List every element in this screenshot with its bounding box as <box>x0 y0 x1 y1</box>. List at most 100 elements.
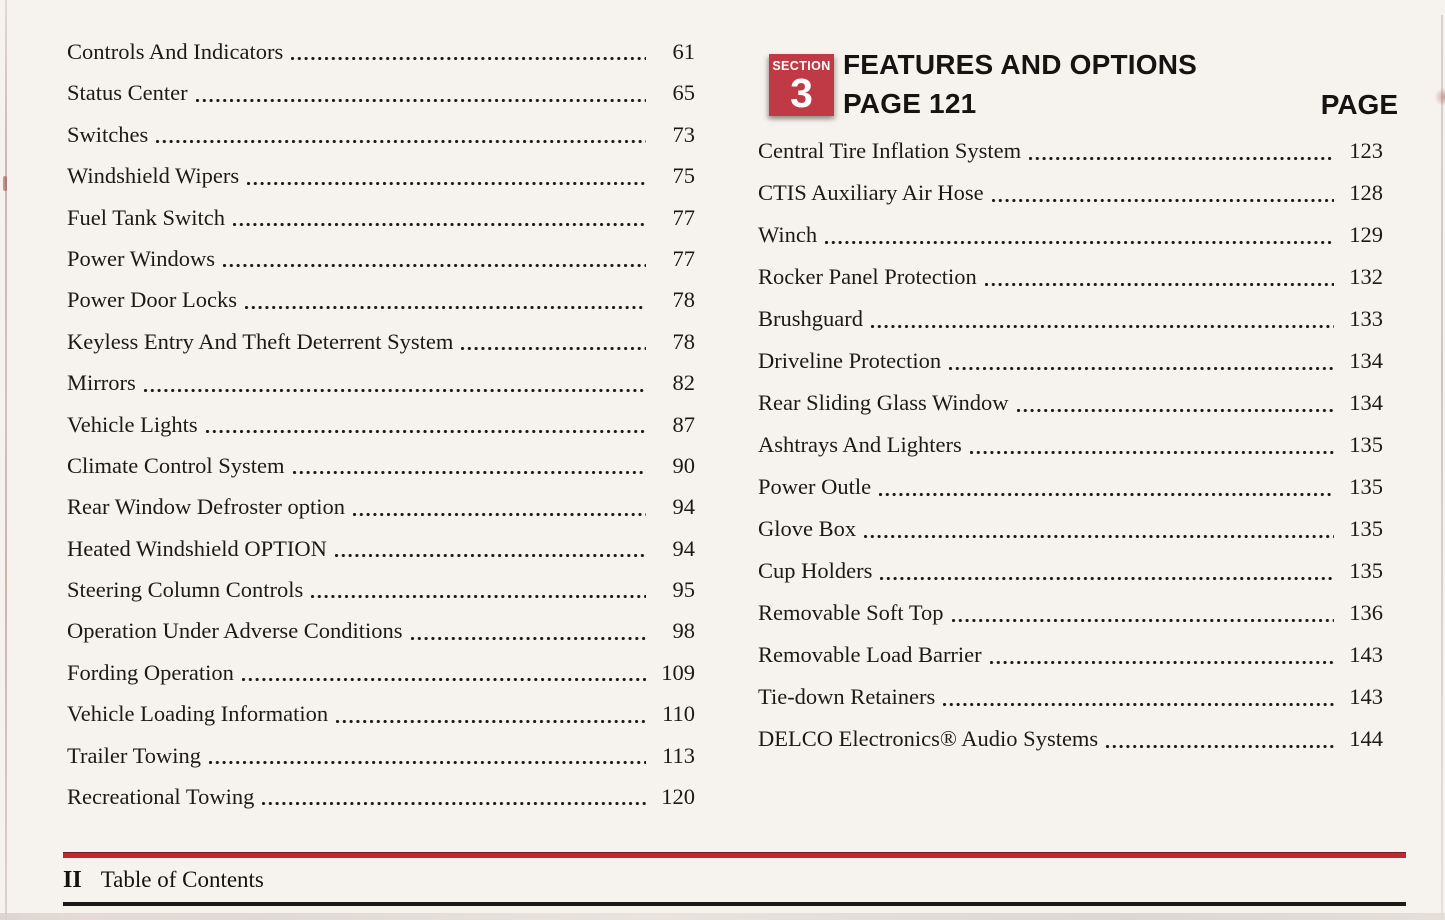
toc-entry-title: Mirrors <box>67 370 136 396</box>
toc-entry-title: Brushguard <box>758 306 863 331</box>
toc-entry-page: 77 <box>672 204 696 230</box>
dot-leader <box>244 305 646 309</box>
toc-entry-title: Recreational Towing <box>67 784 255 810</box>
dot-leader <box>951 619 1334 622</box>
toc-entry-page: 113 <box>662 742 695 768</box>
toc-entry-page: 73 <box>672 121 696 147</box>
footer-page-number: II <box>63 867 82 893</box>
dot-leader <box>943 703 1334 706</box>
toc-entry-title: Vehicle Loading Information <box>67 701 329 727</box>
section-badge: SECTION 3 <box>769 54 834 116</box>
page-column-header: PAGE <box>1320 89 1398 120</box>
page-edge-line-left <box>5 0 7 920</box>
dot-leader <box>880 577 1334 580</box>
toc-entry-title: Fording Operation <box>67 659 234 685</box>
dot-leader <box>336 719 646 723</box>
toc-entry: Climate Control System 90 <box>67 445 695 486</box>
toc-entry-title: Status Center <box>67 80 188 106</box>
toc-entry: Rear Sliding Glass Window 134 <box>758 382 1383 424</box>
dot-leader <box>949 367 1334 370</box>
scan-edge-bottom <box>0 913 1445 920</box>
toc-entry: Vehicle Loading Information 110 <box>67 693 695 734</box>
dot-leader <box>1016 409 1334 412</box>
dot-leader <box>292 471 646 475</box>
footer-rule-black <box>63 902 1406 906</box>
toc-entry: Windshield Wipers 75 <box>67 155 695 196</box>
dot-leader <box>241 678 646 682</box>
toc-entry-title: Tie-down Retainers <box>758 684 936 709</box>
section-title: FEATURES AND OPTIONS <box>843 49 1198 80</box>
toc-entry-title: Switches <box>67 121 149 147</box>
toc-entry-title: Vehicle Lights <box>67 411 198 437</box>
footer-text: II Table of Contents <box>63 866 1406 894</box>
toc-entry: Power Outle 135 <box>758 466 1383 508</box>
dot-leader <box>291 57 646 61</box>
dot-leader <box>262 802 646 806</box>
toc-entry-title: Operation Under Adverse Conditions <box>67 618 403 644</box>
toc-entry: Recreational Towing 120 <box>67 776 695 817</box>
section-header: SECTION 3 FEATURES AND OPTIONS PAGE 121 … <box>758 45 1398 129</box>
toc-entry-title: Rear Window Defroster option <box>67 494 345 520</box>
dot-leader <box>1029 157 1334 160</box>
dot-leader <box>311 595 646 599</box>
toc-entry: Rear Window Defroster option 94 <box>67 486 695 527</box>
toc-entry-page: 136 <box>1349 600 1383 625</box>
toc-entry: Driveline Protection 134 <box>758 340 1383 382</box>
toc-entry-page: 134 <box>1349 348 1383 373</box>
section-badge-number: 3 <box>790 69 813 116</box>
dot-leader <box>195 98 646 102</box>
toc-entry: DELCO Electronics® Audio Systems 144 <box>758 718 1383 760</box>
toc-entry-title: Cup Holders <box>758 558 873 583</box>
dot-leader <box>991 199 1334 202</box>
toc-entry-title: Winch <box>758 222 818 247</box>
dot-leader <box>223 264 646 268</box>
dot-leader <box>461 347 646 351</box>
toc-entry: Rocker Panel Protection 132 <box>758 256 1383 298</box>
toc-entry-title: Controls And Indicators <box>67 39 284 64</box>
toc-entry-title: Power Door Locks <box>67 287 237 313</box>
toc-entry-title: Keyless Entry And Theft Deterrent System <box>67 328 454 354</box>
dot-leader <box>825 241 1334 244</box>
toc-entry-page: 78 <box>672 328 696 354</box>
toc-entry-title: Rocker Panel Protection <box>758 264 977 289</box>
toc-entry: Fording Operation 109 <box>67 652 695 693</box>
toc-entry-page: 135 <box>1349 474 1383 499</box>
toc-entry: Heated Windshield OPTION 94 <box>67 528 695 569</box>
toc-entry-page: 133 <box>1349 306 1383 331</box>
toc-entry: Mirrors 82 <box>67 362 695 403</box>
toc-entry: Removable Load Barrier 143 <box>758 634 1383 676</box>
toc-entry: Cup Holders 135 <box>758 550 1383 592</box>
dot-leader <box>879 493 1334 496</box>
toc-entry-page: 98 <box>672 618 696 644</box>
dot-leader <box>969 451 1334 454</box>
dot-leader <box>334 554 646 558</box>
toc-entry-page: 78 <box>672 287 696 313</box>
toc-entry-page: 77 <box>672 245 696 271</box>
toc-entry: Winch 129 <box>758 214 1383 256</box>
toc-entry-page: 94 <box>672 494 696 520</box>
toc-entry-title: Windshield Wipers <box>67 163 240 189</box>
toc-entry-page: 128 <box>1349 180 1383 205</box>
toc-entry-title: Removable Load Barrier <box>758 642 982 667</box>
footer-title: Table of Contents <box>100 867 264 892</box>
dot-leader <box>410 636 646 640</box>
toc-entry: Removable Soft Top 136 <box>758 592 1383 634</box>
page-edge-line-right <box>1441 15 1443 920</box>
toc-entry: Ashtrays And Lighters 135 <box>758 424 1383 466</box>
toc-entry-page: 75 <box>672 163 696 189</box>
dot-leader <box>205 429 646 433</box>
section-badge-label: SECTION <box>772 59 831 73</box>
toc-entry-page: 82 <box>672 370 696 396</box>
toc-entry-title: Trailer Towing <box>67 742 202 768</box>
toc-entry-title: Removable Soft Top <box>758 600 944 625</box>
footer: II Table of Contents <box>63 852 1406 906</box>
toc-entry: Brushguard 133 <box>758 298 1383 340</box>
toc-entry-page: 144 <box>1349 726 1383 751</box>
toc-entry: Fuel Tank Switch 77 <box>67 197 695 238</box>
dot-leader <box>353 512 646 516</box>
dot-leader <box>1106 745 1334 748</box>
dot-leader <box>156 140 646 144</box>
toc-entry-title: Steering Column Controls <box>67 577 304 603</box>
toc-entry-title: Driveline Protection <box>758 348 942 373</box>
